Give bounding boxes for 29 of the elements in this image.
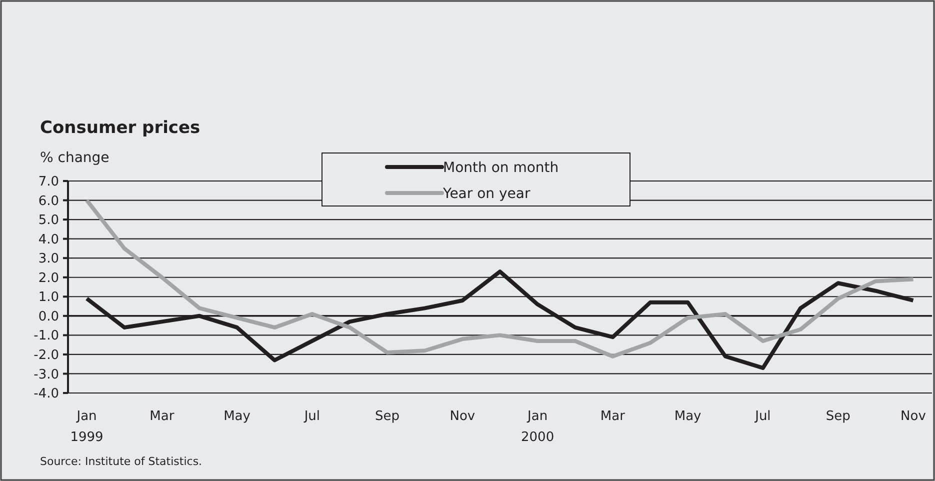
y-tick-label: 4.0: [38, 232, 59, 248]
y-tick-label: 1.0: [38, 290, 59, 306]
x-tick-label: Jan 2000: [521, 409, 554, 445]
chart-title: Consumer prices: [40, 118, 200, 138]
y-tick-label: 2.0: [38, 270, 59, 286]
y-tick-label: -1.0: [34, 328, 59, 344]
x-tick-label: Jan 1999: [70, 409, 104, 445]
x-tick-label: Jul: [754, 409, 771, 424]
x-tick-label: May: [674, 409, 702, 424]
x-tick-label: Nov: [450, 409, 476, 424]
y-tick-label: 7.0: [38, 174, 59, 190]
x-tick-label: Mar: [600, 409, 626, 424]
y-tick-label: -2.0: [34, 348, 59, 364]
y-tick-label: 5.0: [38, 213, 59, 228]
legend-label: Year on year: [442, 186, 530, 202]
x-tick-label: May: [224, 409, 251, 424]
x-tick-label: Jul: [303, 409, 320, 424]
chart-subtitle: % change: [40, 150, 110, 166]
source-note: Source: Institute of Statistics.: [40, 455, 202, 468]
legend-label: Month on month: [443, 160, 559, 176]
x-tick-label: Sep: [826, 409, 850, 424]
y-tick-label: -3.0: [34, 367, 59, 382]
y-tick-label: 3.0: [38, 252, 59, 267]
x-tick-label: Mar: [150, 409, 175, 424]
x-tick-label: Nov: [900, 409, 926, 424]
y-tick-label: 0.0: [38, 309, 59, 324]
x-tick-label: Sep: [375, 409, 400, 424]
y-tick-label: 6.0: [38, 194, 59, 209]
y-tick-label: -4.0: [34, 386, 59, 402]
